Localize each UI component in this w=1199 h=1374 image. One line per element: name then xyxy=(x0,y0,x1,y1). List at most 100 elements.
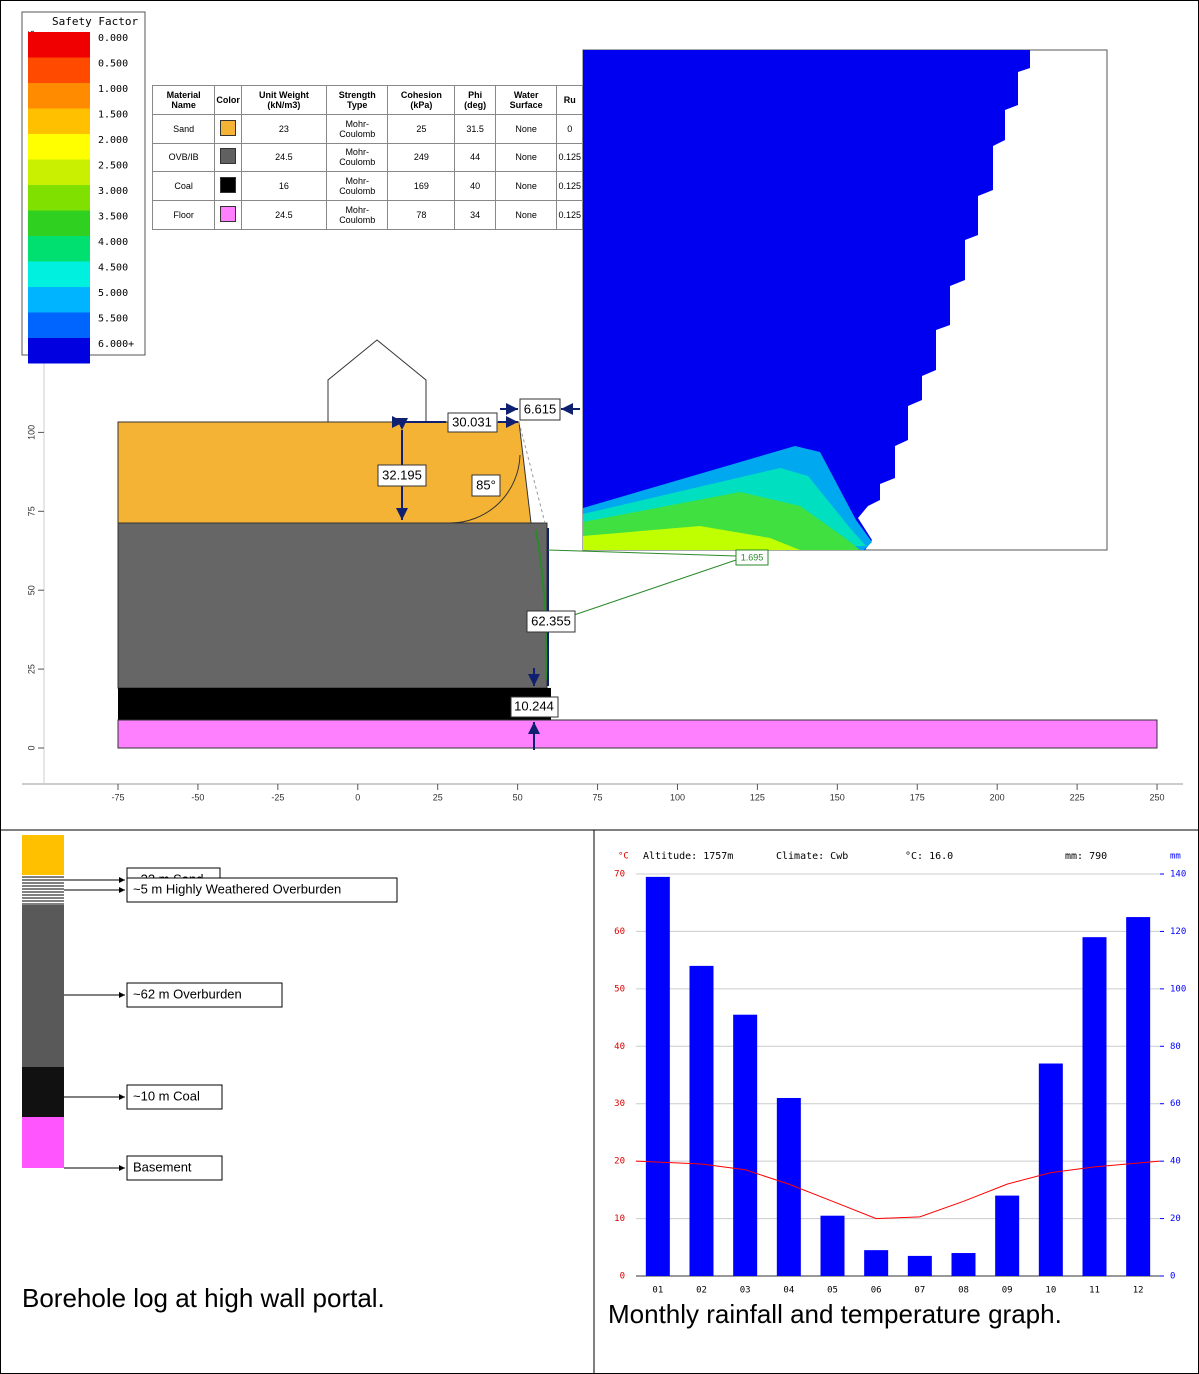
cell: 169 xyxy=(388,172,455,201)
bar xyxy=(952,1253,976,1276)
dimension-label: 32.195 xyxy=(382,467,422,482)
legend-swatch xyxy=(28,32,90,58)
bar xyxy=(690,966,714,1276)
cell: None xyxy=(495,143,557,172)
caption: Borehole log at high wall portal. xyxy=(22,1283,385,1313)
figure: 30.031 6.615 32.195 85° 62.355 10.244 1.… xyxy=(0,0,1199,1374)
y2-tick-label: 80 xyxy=(1170,1042,1181,1052)
chart-header: Climate: Cwb xyxy=(776,851,848,862)
y2-tick-label: 0 xyxy=(1170,1272,1175,1282)
caption: Monthly rainfall and temperature graph. xyxy=(608,1299,1062,1329)
legend-label: 4.000 xyxy=(98,237,128,248)
x-tick-label: 100 xyxy=(670,792,685,802)
legend-label: 2.500 xyxy=(98,161,128,172)
borehole-layer xyxy=(22,905,64,1067)
cell: Mohr-Coulomb xyxy=(326,143,387,172)
cell: Mohr-Coulomb xyxy=(326,114,387,143)
borehole-layer xyxy=(22,1067,64,1117)
cell: 34 xyxy=(455,201,495,230)
x-tick-label: 150 xyxy=(830,792,845,802)
cell: 25 xyxy=(388,114,455,143)
y-tick-label: 100 xyxy=(26,425,36,440)
overburden-layer xyxy=(118,523,547,688)
cell: Mohr-Coulomb xyxy=(326,172,387,201)
y2-tick-label: 140 xyxy=(1170,870,1186,880)
x-tick-label: 08 xyxy=(958,1286,969,1296)
chart-header: Altitude: 1757m xyxy=(643,851,733,862)
cell: 40 xyxy=(455,172,495,201)
borehole-layer xyxy=(22,1117,64,1168)
color-swatch xyxy=(220,120,236,136)
legend-swatch xyxy=(28,287,90,313)
bar xyxy=(1083,937,1107,1276)
legend-label: 5.500 xyxy=(98,314,128,325)
line xyxy=(636,1161,1160,1218)
cell xyxy=(215,201,242,230)
y-label: °C xyxy=(618,852,629,862)
bar xyxy=(864,1250,888,1276)
layer-label: ~62 m Overburden xyxy=(133,986,242,1001)
hatch xyxy=(22,875,64,905)
x-tick-label: 50 xyxy=(513,792,523,802)
x-tick-label: 12 xyxy=(1133,1286,1144,1296)
material-table: Material NameColorUnit Weight (kN/m3)Str… xyxy=(152,85,583,230)
legend-swatch xyxy=(28,83,90,109)
y2-tick-label: 100 xyxy=(1170,984,1186,994)
x-tick-label: 01 xyxy=(652,1286,663,1296)
cell xyxy=(215,143,242,172)
cell: 16 xyxy=(241,172,326,201)
sand-layer xyxy=(118,422,531,523)
y-tick-label: 70 xyxy=(614,870,625,880)
cell: OVB/IB xyxy=(153,143,215,172)
color-swatch xyxy=(220,177,236,193)
cell: 0 xyxy=(557,114,583,143)
legend-title: Safety Factor xyxy=(52,15,138,28)
header-cell: Strength Type xyxy=(326,86,387,115)
y2-label: mm xyxy=(1170,852,1181,862)
x-tick-label: 10 xyxy=(1045,1286,1056,1296)
cell: 0.125 xyxy=(557,201,583,230)
cell: Mohr-Coulomb xyxy=(326,201,387,230)
header-cell: Material Name xyxy=(153,86,215,115)
cell: None xyxy=(495,201,557,230)
legend-swatch xyxy=(28,58,90,84)
y2-tick-label: 20 xyxy=(1170,1214,1181,1224)
floor-layer xyxy=(118,720,1157,748)
coal-layer xyxy=(118,688,551,720)
header-cell: Unit Weight (kN/m3) xyxy=(241,86,326,115)
borehole-layer xyxy=(22,835,64,875)
cell: Floor xyxy=(153,201,215,230)
dimension-label: 85° xyxy=(476,477,496,492)
cell: None xyxy=(495,172,557,201)
bar xyxy=(733,1015,757,1276)
x-tick-label: 75 xyxy=(593,792,603,802)
y2-tick-label: 60 xyxy=(1170,1099,1181,1109)
row: Floor24.5Mohr-Coulomb7834None0.125 xyxy=(153,201,583,230)
x-tick-label: 0 xyxy=(355,792,360,802)
building xyxy=(328,340,426,422)
legend-swatch xyxy=(28,185,90,211)
y-tick-label: 50 xyxy=(614,984,625,994)
safety-factor-label: 1.695 xyxy=(741,552,764,562)
legend-label: 0.500 xyxy=(98,59,128,70)
x-tick-label: 250 xyxy=(1150,792,1165,802)
legend-swatch xyxy=(28,338,90,364)
x-tick-label: -75 xyxy=(111,792,124,802)
x-tick-label: 03 xyxy=(740,1286,751,1296)
cell: 31.5 xyxy=(455,114,495,143)
x-tick-label: 07 xyxy=(914,1286,925,1296)
legend-label: 4.500 xyxy=(98,263,128,274)
cell xyxy=(215,114,242,143)
dimension-label: 30.031 xyxy=(452,414,492,429)
cell: 23 xyxy=(241,114,326,143)
x-tick-label: 04 xyxy=(783,1286,794,1296)
y-tick-label: 30 xyxy=(614,1099,625,1109)
cell: 24.5 xyxy=(241,201,326,230)
slip-line xyxy=(574,560,736,615)
legend-label: 3.500 xyxy=(98,212,128,223)
y-tick-label: 10 xyxy=(614,1214,625,1224)
color-swatch xyxy=(220,148,236,164)
